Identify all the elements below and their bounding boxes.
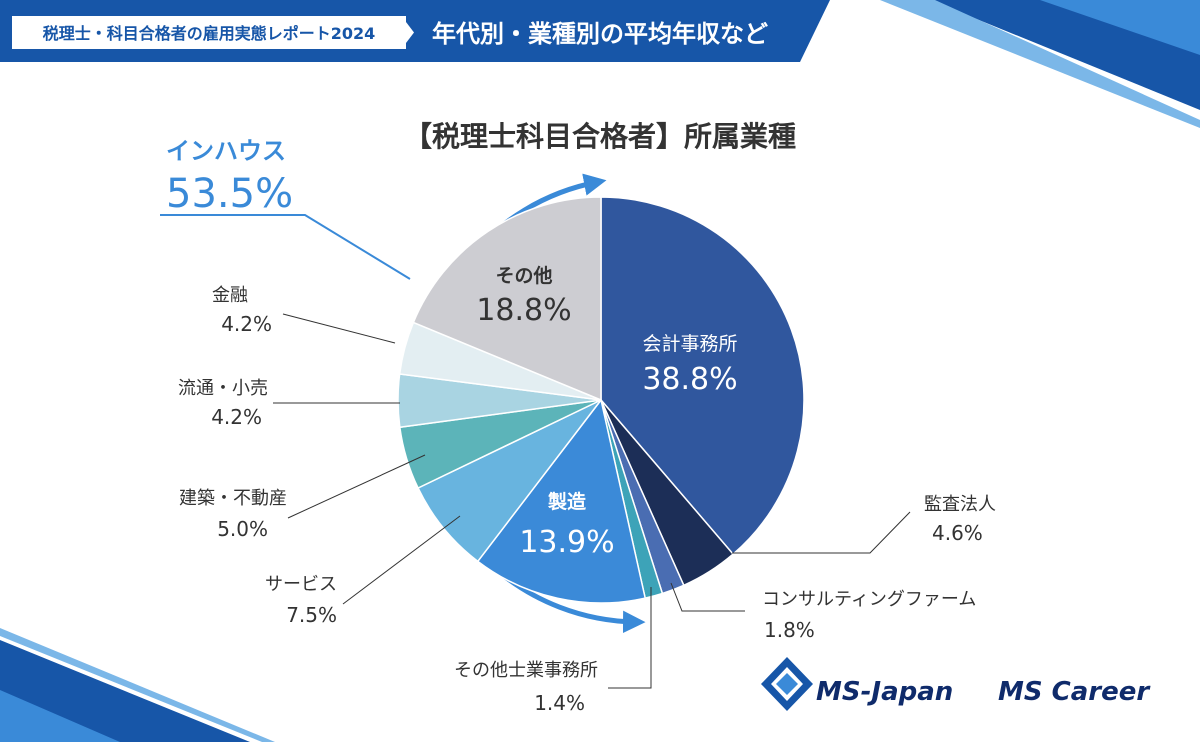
slice-value-manufacturing: 13.9% [519, 525, 614, 560]
corner-decoration-top-right [880, 0, 1200, 128]
corner-decoration-bottom-left [0, 628, 275, 742]
slice-name-retail: 流通・小売 [178, 378, 268, 399]
slice-name-finance: 金融 [212, 285, 248, 306]
pie-slice-4 [476, 398, 647, 604]
slice-value-other-professional: 1.4% [534, 691, 585, 715]
slice-value-accounting-office: 38.8% [642, 362, 737, 397]
leader-line-consulting [670, 582, 745, 612]
chart-title: 【税理士科目合格者】所属業種 [404, 120, 796, 153]
slice-value-construction: 5.0% [217, 517, 268, 541]
leader-line-construction [287, 454, 426, 519]
leader-line-service [342, 515, 461, 605]
slice-name-construction: 建築・不動産 [179, 488, 287, 509]
pie-chart [397, 196, 805, 604]
inhouse-leader-line [160, 214, 411, 280]
slice-name-accounting-office: 会計事務所 [642, 333, 737, 355]
slice-value-retail: 4.2% [211, 405, 262, 429]
header-band: 税理士・科目合格者の雇用実態レポート2024 年代別・業種別の平均年収など [0, 0, 830, 62]
slice-name-other-professional: その他士業事務所 [454, 660, 598, 681]
ms-japan-logo: MS-Japan [761, 657, 953, 711]
leader-line-audit [732, 511, 911, 554]
inhouse-value: 53.5% [166, 171, 293, 217]
ms-japan-wordmark: MS-Japan [816, 677, 953, 707]
header-report-label: 税理士・科目合格者の雇用実態レポート2024 [43, 24, 376, 43]
leader-line-finance [282, 313, 396, 344]
slice-name-audit-firm: 監査法人 [924, 494, 996, 515]
slice-value-service: 7.5% [286, 603, 337, 627]
slice-name-other: その他 [495, 264, 552, 287]
inhouse-label: インハウス [166, 137, 286, 165]
leader-line-other-professional [608, 587, 652, 689]
slice-value-consulting-firm: 1.8% [764, 618, 815, 642]
slice-name-consulting-firm: コンサルティングファーム [762, 589, 976, 610]
slice-value-other: 18.8% [476, 293, 571, 328]
leader-lines [273, 313, 911, 689]
pie-slice-9 [412, 196, 602, 402]
slice-name-service: サービス [265, 574, 337, 595]
header-subtitle: 年代別・業種別の平均年収など [432, 20, 768, 48]
header-report-box [12, 16, 406, 49]
ms-japan-emblem-icon [761, 657, 813, 711]
header-arrow-icon [406, 22, 414, 43]
slice-name-manufacturing: 製造 [547, 490, 587, 513]
pie-slice-0 [600, 196, 805, 556]
ms-career-logo: MS Career [998, 677, 1151, 707]
slice-value-audit-firm: 4.6% [932, 521, 983, 545]
slice-value-finance: 4.2% [221, 312, 272, 336]
